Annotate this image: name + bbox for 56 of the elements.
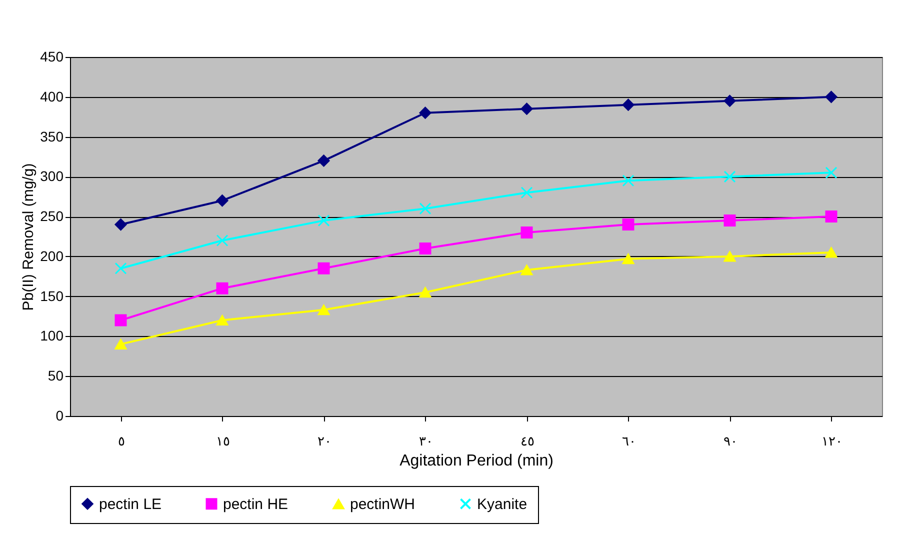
legend-label: pectinWH — [350, 496, 416, 514]
point — [825, 210, 838, 223]
legend-label: Kyanite — [477, 496, 528, 513]
point — [216, 282, 228, 294]
x-tick-label: ٦٠ — [622, 434, 636, 448]
point — [520, 186, 533, 199]
point — [419, 287, 432, 298]
point — [114, 314, 127, 326]
y-tick-label: 300 — [40, 168, 64, 184]
point — [114, 262, 127, 274]
x-axis-title: Agitation Period (min) — [400, 452, 554, 470]
x-tick-label: ٢٠ — [317, 434, 332, 448]
x-tick-label: ٥ — [118, 434, 125, 448]
x-tick-label: ٣٠ — [418, 434, 433, 448]
legend-label: pectin LE — [99, 496, 162, 513]
point — [724, 94, 736, 107]
point — [216, 194, 228, 207]
point — [318, 262, 330, 274]
legend-label: pectin HE — [223, 496, 288, 513]
point — [622, 254, 634, 264]
point — [825, 90, 838, 103]
point — [825, 247, 838, 258]
y-tick-label: 450 — [40, 48, 64, 64]
point — [419, 242, 432, 254]
point — [520, 226, 533, 239]
y-tick-label: 0 — [56, 408, 64, 424]
point — [216, 314, 228, 326]
point — [419, 106, 432, 119]
point — [318, 154, 330, 167]
x-tick-label: ٩٠ — [723, 434, 738, 448]
point — [419, 202, 432, 215]
point — [724, 214, 736, 227]
point — [520, 264, 533, 276]
point — [114, 218, 127, 231]
point — [622, 98, 634, 111]
point — [114, 338, 127, 350]
point — [318, 304, 330, 316]
point — [724, 251, 736, 262]
x-tick-label: ١٥ — [216, 434, 230, 448]
point — [622, 218, 634, 231]
point — [318, 214, 330, 227]
point — [216, 234, 228, 246]
y-tick-label: 150 — [40, 288, 64, 304]
x-tick-label: ١٢٠ — [821, 434, 842, 448]
y-tick-label: 100 — [40, 328, 64, 344]
y-axis-title: Pb(II) Removal (mg/g) — [20, 163, 38, 311]
point — [825, 166, 838, 179]
y-tick-label: 200 — [40, 248, 64, 264]
x-tick-label: ٤٥ — [520, 434, 534, 448]
y-tick-label: 400 — [40, 88, 64, 104]
point — [724, 170, 736, 183]
y-tick-label: 50 — [48, 368, 64, 384]
y-tick-label: 250 — [40, 208, 64, 224]
y-tick-label: 350 — [40, 128, 64, 144]
point — [622, 174, 634, 187]
point — [520, 102, 533, 115]
